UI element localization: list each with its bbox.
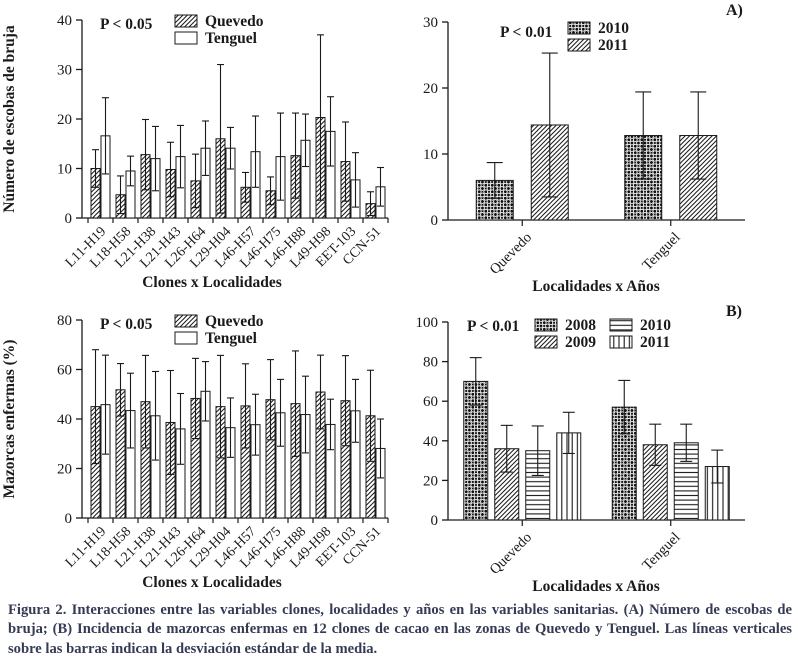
legend-label-2010: 2010 — [640, 317, 671, 334]
y-tick-label: 10 — [423, 147, 438, 163]
legend-label-quevedo: Quevedo — [205, 13, 264, 30]
panel-label: B) — [726, 303, 742, 320]
legend-label-quevedo: Quevedo — [205, 313, 264, 330]
y-tick-label: 20 — [57, 462, 72, 478]
y-tick-label: 40 — [57, 412, 72, 428]
x-axis-title: Clones x Localidades — [142, 274, 282, 291]
legend-label-tenguel: Tenguel — [205, 330, 258, 347]
legend-swatch-2010 — [567, 21, 591, 35]
legend-swatch-tenguel — [174, 331, 198, 345]
x-axis-title: Localidades x Años — [532, 278, 659, 295]
y-tick-label: 60 — [57, 363, 72, 379]
y-tick-label: 30 — [423, 15, 438, 31]
x-axis-title: Clones x Localidades — [142, 574, 282, 591]
y-tick-label: 20 — [57, 112, 72, 128]
y-tick-label: 20 — [423, 81, 438, 97]
legend-swatch-2008 — [534, 318, 558, 332]
bar-2008-quevedo — [463, 380, 489, 521]
y-tick-label: 40 — [57, 13, 72, 29]
plot-escobas-localidades: 0 10 20 30 Quevedo Tenguel Localidades x Años P… — [423, 2, 745, 295]
y-axis-title: Número de escobas de bruja — [1, 25, 18, 213]
panel-label: A) — [726, 2, 743, 19]
x-axis-title: Localidades x Años — [532, 578, 659, 595]
legend-swatch-2010 — [609, 318, 633, 332]
y-tick-label: 0 — [431, 213, 439, 229]
legend-swatch-2011 — [567, 38, 591, 52]
y-tick-label: 20 — [423, 473, 438, 489]
legend-label-tenguel: Tenguel — [205, 30, 258, 47]
legend-swatch-tenguel — [174, 31, 198, 45]
legend-label-2009: 2009 — [565, 334, 596, 351]
x-category-label: Tenguel — [639, 230, 683, 274]
y-tick-label: 100 — [416, 315, 439, 331]
legend-label-2011: 2011 — [640, 334, 670, 351]
chart-escobas-por-localidad-anio: 0 10 20 30 Quevedo Tenguel Localidades x Años P… — [423, 2, 745, 295]
y-tick-label: 80 — [57, 313, 72, 329]
y-tick-label: 30 — [57, 63, 72, 79]
x-category-label: Quevedo — [487, 230, 535, 278]
p-value-label: P < 0.01 — [467, 318, 519, 335]
legend-swatch-2009 — [534, 335, 558, 349]
legend-label-2011: 2011 — [598, 37, 628, 54]
legend-label-2010: 2010 — [598, 20, 629, 37]
y-tick-label: 60 — [423, 394, 438, 410]
y-tick-label: 10 — [57, 162, 72, 178]
legend-swatch-2011 — [609, 335, 633, 349]
y-tick-label: 0 — [65, 511, 73, 527]
y-tick-label: 80 — [423, 355, 438, 371]
x-category-label: Tenguel — [639, 530, 683, 574]
chart-mazorcas-por-localidad-anio: 0 20 40 60 80 100 Quevedo Tenguel Localidades x … — [416, 303, 745, 595]
x-category-label: Quevedo — [487, 530, 535, 578]
p-value-label: P < 0.05 — [100, 316, 153, 333]
y-tick-label: 0 — [65, 211, 73, 227]
chart-escobas-por-clon: 010203040L11-H19L18-H58L21-H38L21-H43L26… — [1, 13, 389, 291]
y-axis-title: Mazorcas enfermas (%) — [1, 340, 18, 499]
legend-swatch-quevedo — [174, 14, 198, 28]
plot-escobas-clones: 010203040L11-H19L18-H58L21-H38L21-H43L26… — [1, 13, 389, 291]
p-value-label: P < 0.01 — [500, 24, 552, 41]
p-value-label: P < 0.05 — [100, 16, 153, 33]
figure-caption: Figura 2. Interacciones entre las variab… — [8, 602, 792, 657]
legend-label-2008: 2008 — [565, 317, 596, 334]
plot-mazorcas-clones: 020406080L11-H19L18-H58L21-H38L21-H43L26… — [1, 313, 389, 591]
y-tick-label: 40 — [423, 434, 438, 450]
legend-swatch-quevedo — [174, 314, 198, 328]
plot-mazorcas-localidades: 0 20 40 60 80 100 Quevedo Tenguel Localidades x … — [416, 303, 745, 595]
y-tick-label: 0 — [431, 513, 439, 529]
chart-mazorcas-por-clon: 020406080L11-H19L18-H58L21-H38L21-H43L26… — [1, 313, 389, 591]
